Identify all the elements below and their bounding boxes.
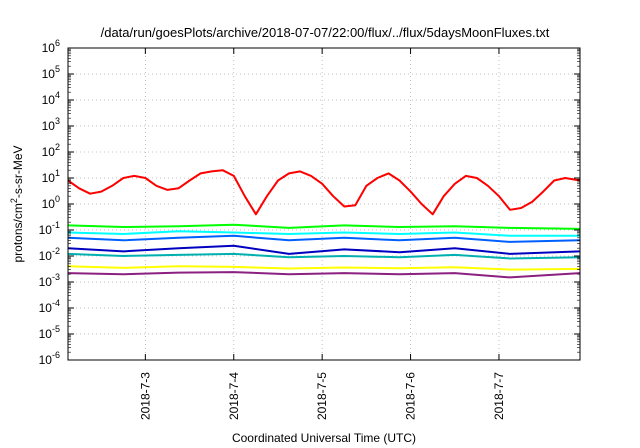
y-tick-label: 102 (42, 142, 60, 159)
x-tick-label: 2018-7-7 (492, 372, 506, 420)
y-tick-label: 105 (42, 64, 60, 81)
y-tick-label: 104 (42, 90, 60, 107)
y-tick-label: 106 (42, 38, 60, 55)
x-tick-label: 2018-7-3 (138, 372, 152, 420)
series-line-3 (67, 234, 581, 243)
series-line-7 (67, 271, 581, 279)
y-tick-label: 10-6 (39, 350, 60, 367)
x-axis: 2018-7-3 2018-7-4 2018-7-5 2018-7-6 2018-7-7 (138, 48, 506, 420)
y-tick-label: 100 (42, 194, 60, 211)
y-tick-label: 10-2 (39, 246, 60, 263)
series-line-0 (67, 169, 581, 216)
series-line-2 (67, 230, 580, 237)
y-tick-label: 103 (42, 116, 60, 133)
series-line-5 (67, 252, 581, 260)
chart-title: /data/run/goesPlots/archive/2018-07-07/2… (101, 25, 550, 40)
x-tick-label: 2018-7-6 (404, 372, 418, 420)
x-tick-label: 2018-7-4 (227, 372, 241, 420)
x-tick-label: 2018-7-5 (315, 372, 329, 420)
y-axis-label: protons/cm2-s-sr-MeV (9, 145, 25, 262)
y-axis: 10-6 10-5 10-4 10-3 10-2 10-1 100 101 102 103 104 1… (39, 38, 580, 367)
series-line-1 (67, 223, 581, 230)
y-tick-label: 10-4 (39, 298, 60, 315)
series-line-6 (67, 265, 581, 271)
x-axis-label: Coordinated Universal Time (UTC) (232, 431, 416, 445)
y-tick-label: 101 (42, 168, 60, 185)
y-tick-label: 10-1 (39, 220, 60, 237)
grid (68, 48, 580, 360)
series-group (67, 169, 581, 279)
y-tick-label: 10-3 (39, 272, 60, 289)
series-line-4 (67, 244, 581, 255)
y-tick-label: 10-5 (39, 324, 60, 341)
